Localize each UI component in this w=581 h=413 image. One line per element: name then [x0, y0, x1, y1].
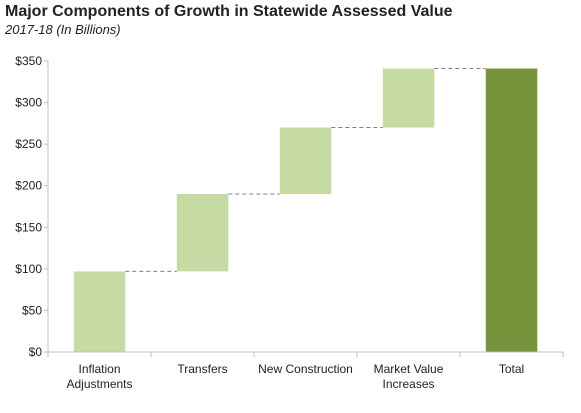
- component-bar: [176, 194, 229, 272]
- y-tick-label: $350: [15, 54, 42, 68]
- y-tick-label: $250: [15, 137, 42, 151]
- chart-subtitle-units: (In Billions): [56, 22, 121, 37]
- bars-group: [73, 68, 538, 352]
- x-category-label: Inflation Adjustments: [66, 362, 132, 391]
- component-bar: [279, 127, 332, 194]
- x-category-label-line: Adjustments: [66, 377, 132, 391]
- x-category-label-line: New Construction: [258, 362, 353, 376]
- axes-group: [47, 61, 563, 353]
- x-category-label-line: Market Value: [374, 362, 444, 376]
- connectors-group: [125, 68, 486, 272]
- y-ticks-group: $0 $50 $100 $150 $200 $250 $300 $350: [15, 54, 48, 359]
- x-category-label-line: Total: [499, 362, 524, 376]
- x-category-label-line: Inflation: [78, 362, 120, 376]
- x-category-label: Transfers: [177, 362, 227, 376]
- chart-title: Major Components of Growth in Statewide …: [5, 3, 453, 20]
- y-tick-label: $150: [15, 220, 42, 234]
- component-bar: [73, 271, 126, 352]
- y-tick-label: $300: [15, 96, 42, 110]
- chart-subtitle-year: 2017-18: [5, 22, 53, 37]
- chart-subtitle: 2017-18 (In Billions): [5, 22, 121, 37]
- y-tick-label: $0: [29, 345, 43, 359]
- x-category-label-line: Transfers: [177, 362, 227, 376]
- y-tick-label: $50: [22, 303, 42, 317]
- x-category-label: Total: [499, 362, 524, 376]
- total-bar: [485, 68, 538, 352]
- y-tick-label: $100: [15, 262, 42, 276]
- x-category-label-line: Increases: [382, 377, 434, 391]
- y-tick-label: $200: [15, 179, 42, 193]
- x-category-label: New Construction: [258, 362, 353, 376]
- x-category-label: Market Value Increases: [374, 362, 444, 391]
- component-bar: [382, 68, 435, 128]
- x-labels-group: Inflation Adjustments Transfers New Constru…: [47, 352, 564, 391]
